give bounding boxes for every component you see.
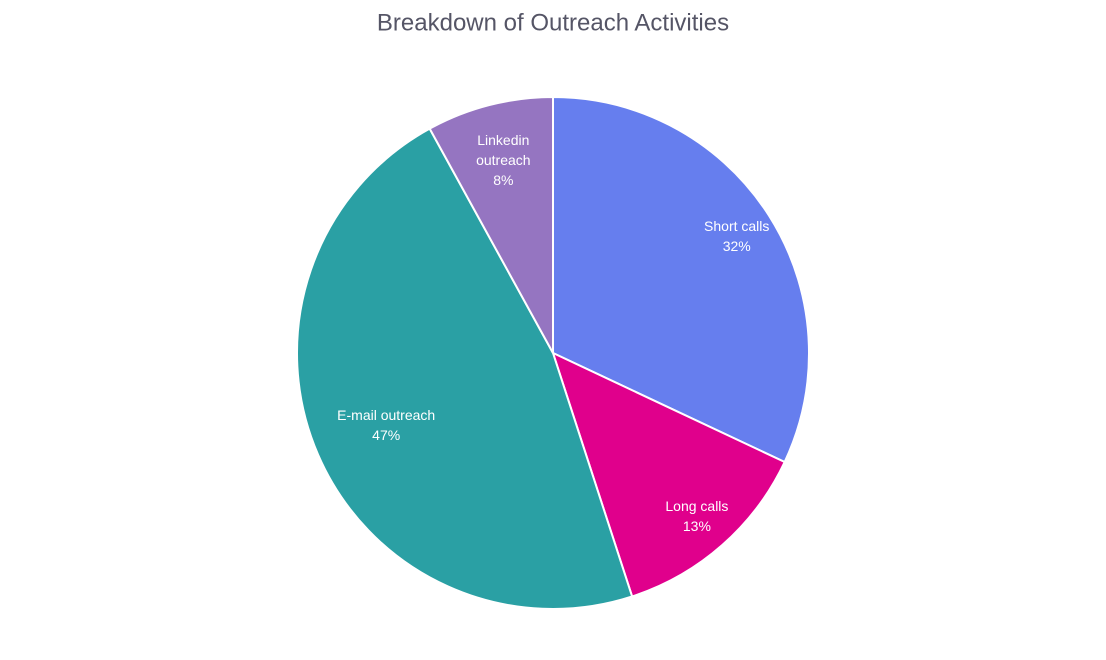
slice-label: Linkedin outreach 8% — [468, 130, 538, 190]
slice-label-value: 32% — [722, 238, 751, 255]
slice-label-name: E-mail outreach — [337, 407, 436, 424]
slice-label: Long calls 13% — [665, 496, 728, 536]
slice-label-name: Short calls — [704, 218, 770, 235]
slice-label: E-mail outreach 47% — [337, 405, 435, 445]
slice-label-value: 47% — [372, 427, 401, 444]
pie-slice — [428, 95, 554, 354]
slice-label-value: 8% — [493, 171, 514, 188]
slice-label-name: Linkedin outreach — [476, 131, 531, 168]
pie-slice — [296, 127, 634, 610]
slice-label-name: Long calls — [665, 498, 729, 515]
slice-label-value: 13% — [682, 518, 711, 535]
chart-title: Breakdown of Outreach Activities — [377, 9, 729, 36]
pie-slice — [552, 95, 810, 464]
slice-label: Short calls 32% — [704, 216, 769, 256]
pie-slice — [551, 351, 786, 598]
